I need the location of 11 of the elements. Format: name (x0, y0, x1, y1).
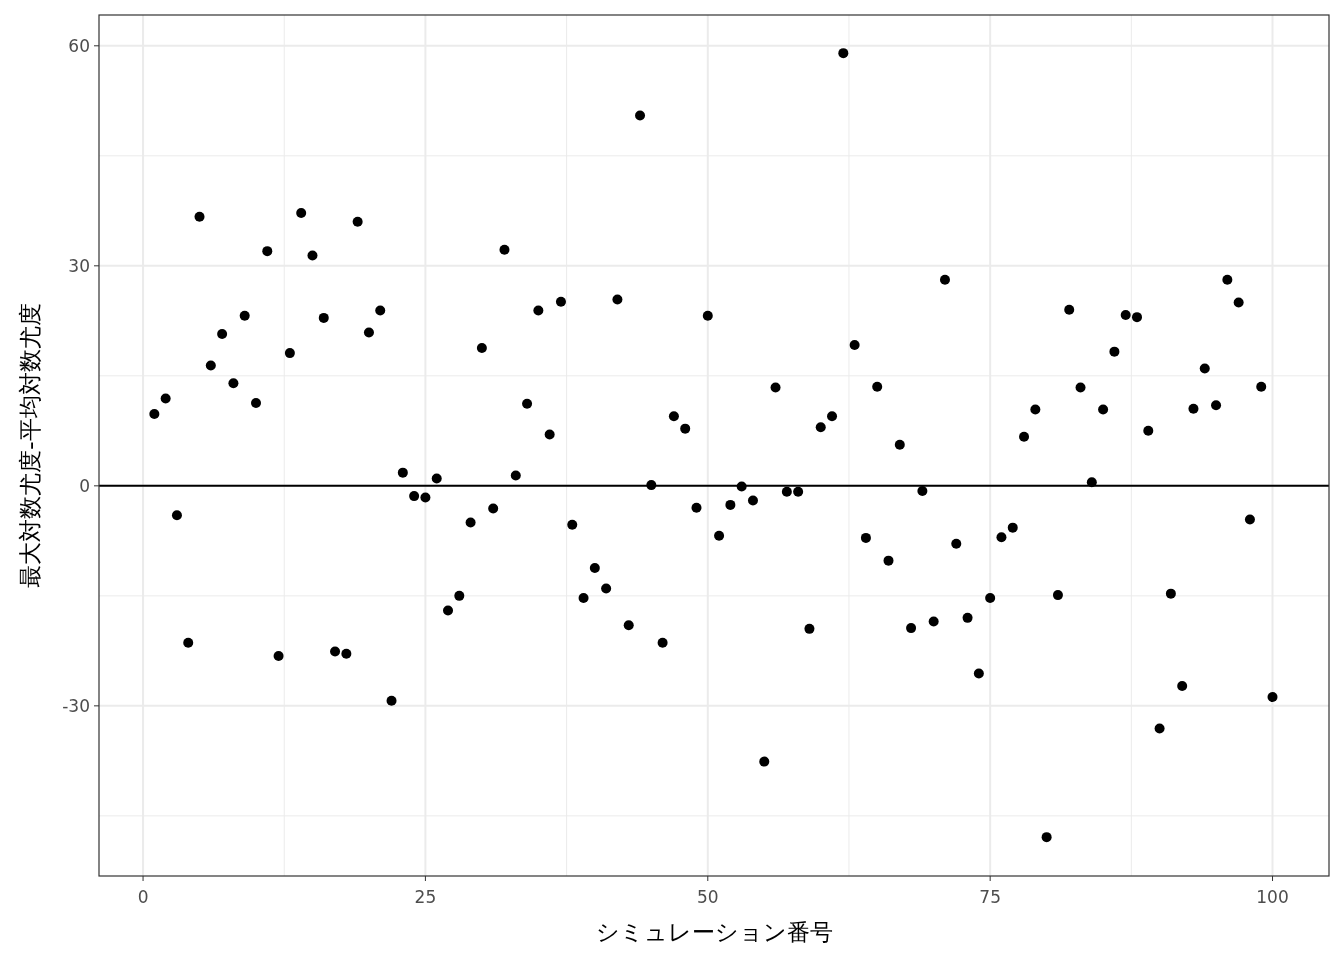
y-tick-label: 60 (68, 35, 90, 56)
x-tick-label: 0 (137, 887, 149, 907)
x-tick-label: 50 (696, 887, 719, 907)
y-tick-label: 0 (79, 475, 90, 496)
y-axis-title: 最大対数尤度-平均対数尤度 (17, 303, 43, 588)
y-tick-label: -30 (62, 695, 90, 716)
x-tick-label: 25 (414, 887, 437, 907)
x-tick-label: 75 (979, 887, 1001, 907)
y-tick-label: 30 (68, 255, 90, 276)
x-axis-title: シミュレーション番号 (595, 919, 833, 945)
x-tick-label: 100 (1256, 887, 1289, 907)
